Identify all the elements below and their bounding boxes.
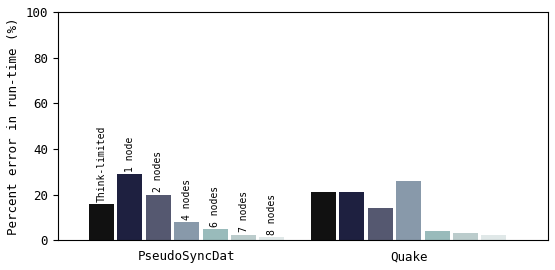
Bar — [174, 222, 199, 240]
Bar — [311, 192, 336, 240]
Bar — [425, 231, 450, 240]
Text: 2 nodes: 2 nodes — [153, 151, 163, 192]
Bar — [396, 181, 421, 240]
Bar — [481, 235, 506, 240]
Bar — [89, 204, 114, 240]
Text: Think-limited: Think-limited — [97, 125, 107, 201]
Bar — [203, 229, 228, 240]
Bar — [340, 192, 365, 240]
Bar — [231, 235, 256, 240]
Text: 8 nodes: 8 nodes — [267, 194, 277, 235]
Bar — [453, 234, 478, 240]
Text: 7 nodes: 7 nodes — [239, 191, 249, 232]
Text: 4 nodes: 4 nodes — [181, 179, 192, 220]
Bar — [259, 237, 284, 240]
Bar — [368, 208, 393, 240]
Y-axis label: Percent error in run-time (%): Percent error in run-time (%) — [7, 17, 20, 235]
Bar — [118, 174, 143, 240]
Text: 6 nodes: 6 nodes — [210, 185, 220, 227]
Bar — [146, 195, 171, 240]
Text: 1 node: 1 node — [125, 137, 135, 172]
